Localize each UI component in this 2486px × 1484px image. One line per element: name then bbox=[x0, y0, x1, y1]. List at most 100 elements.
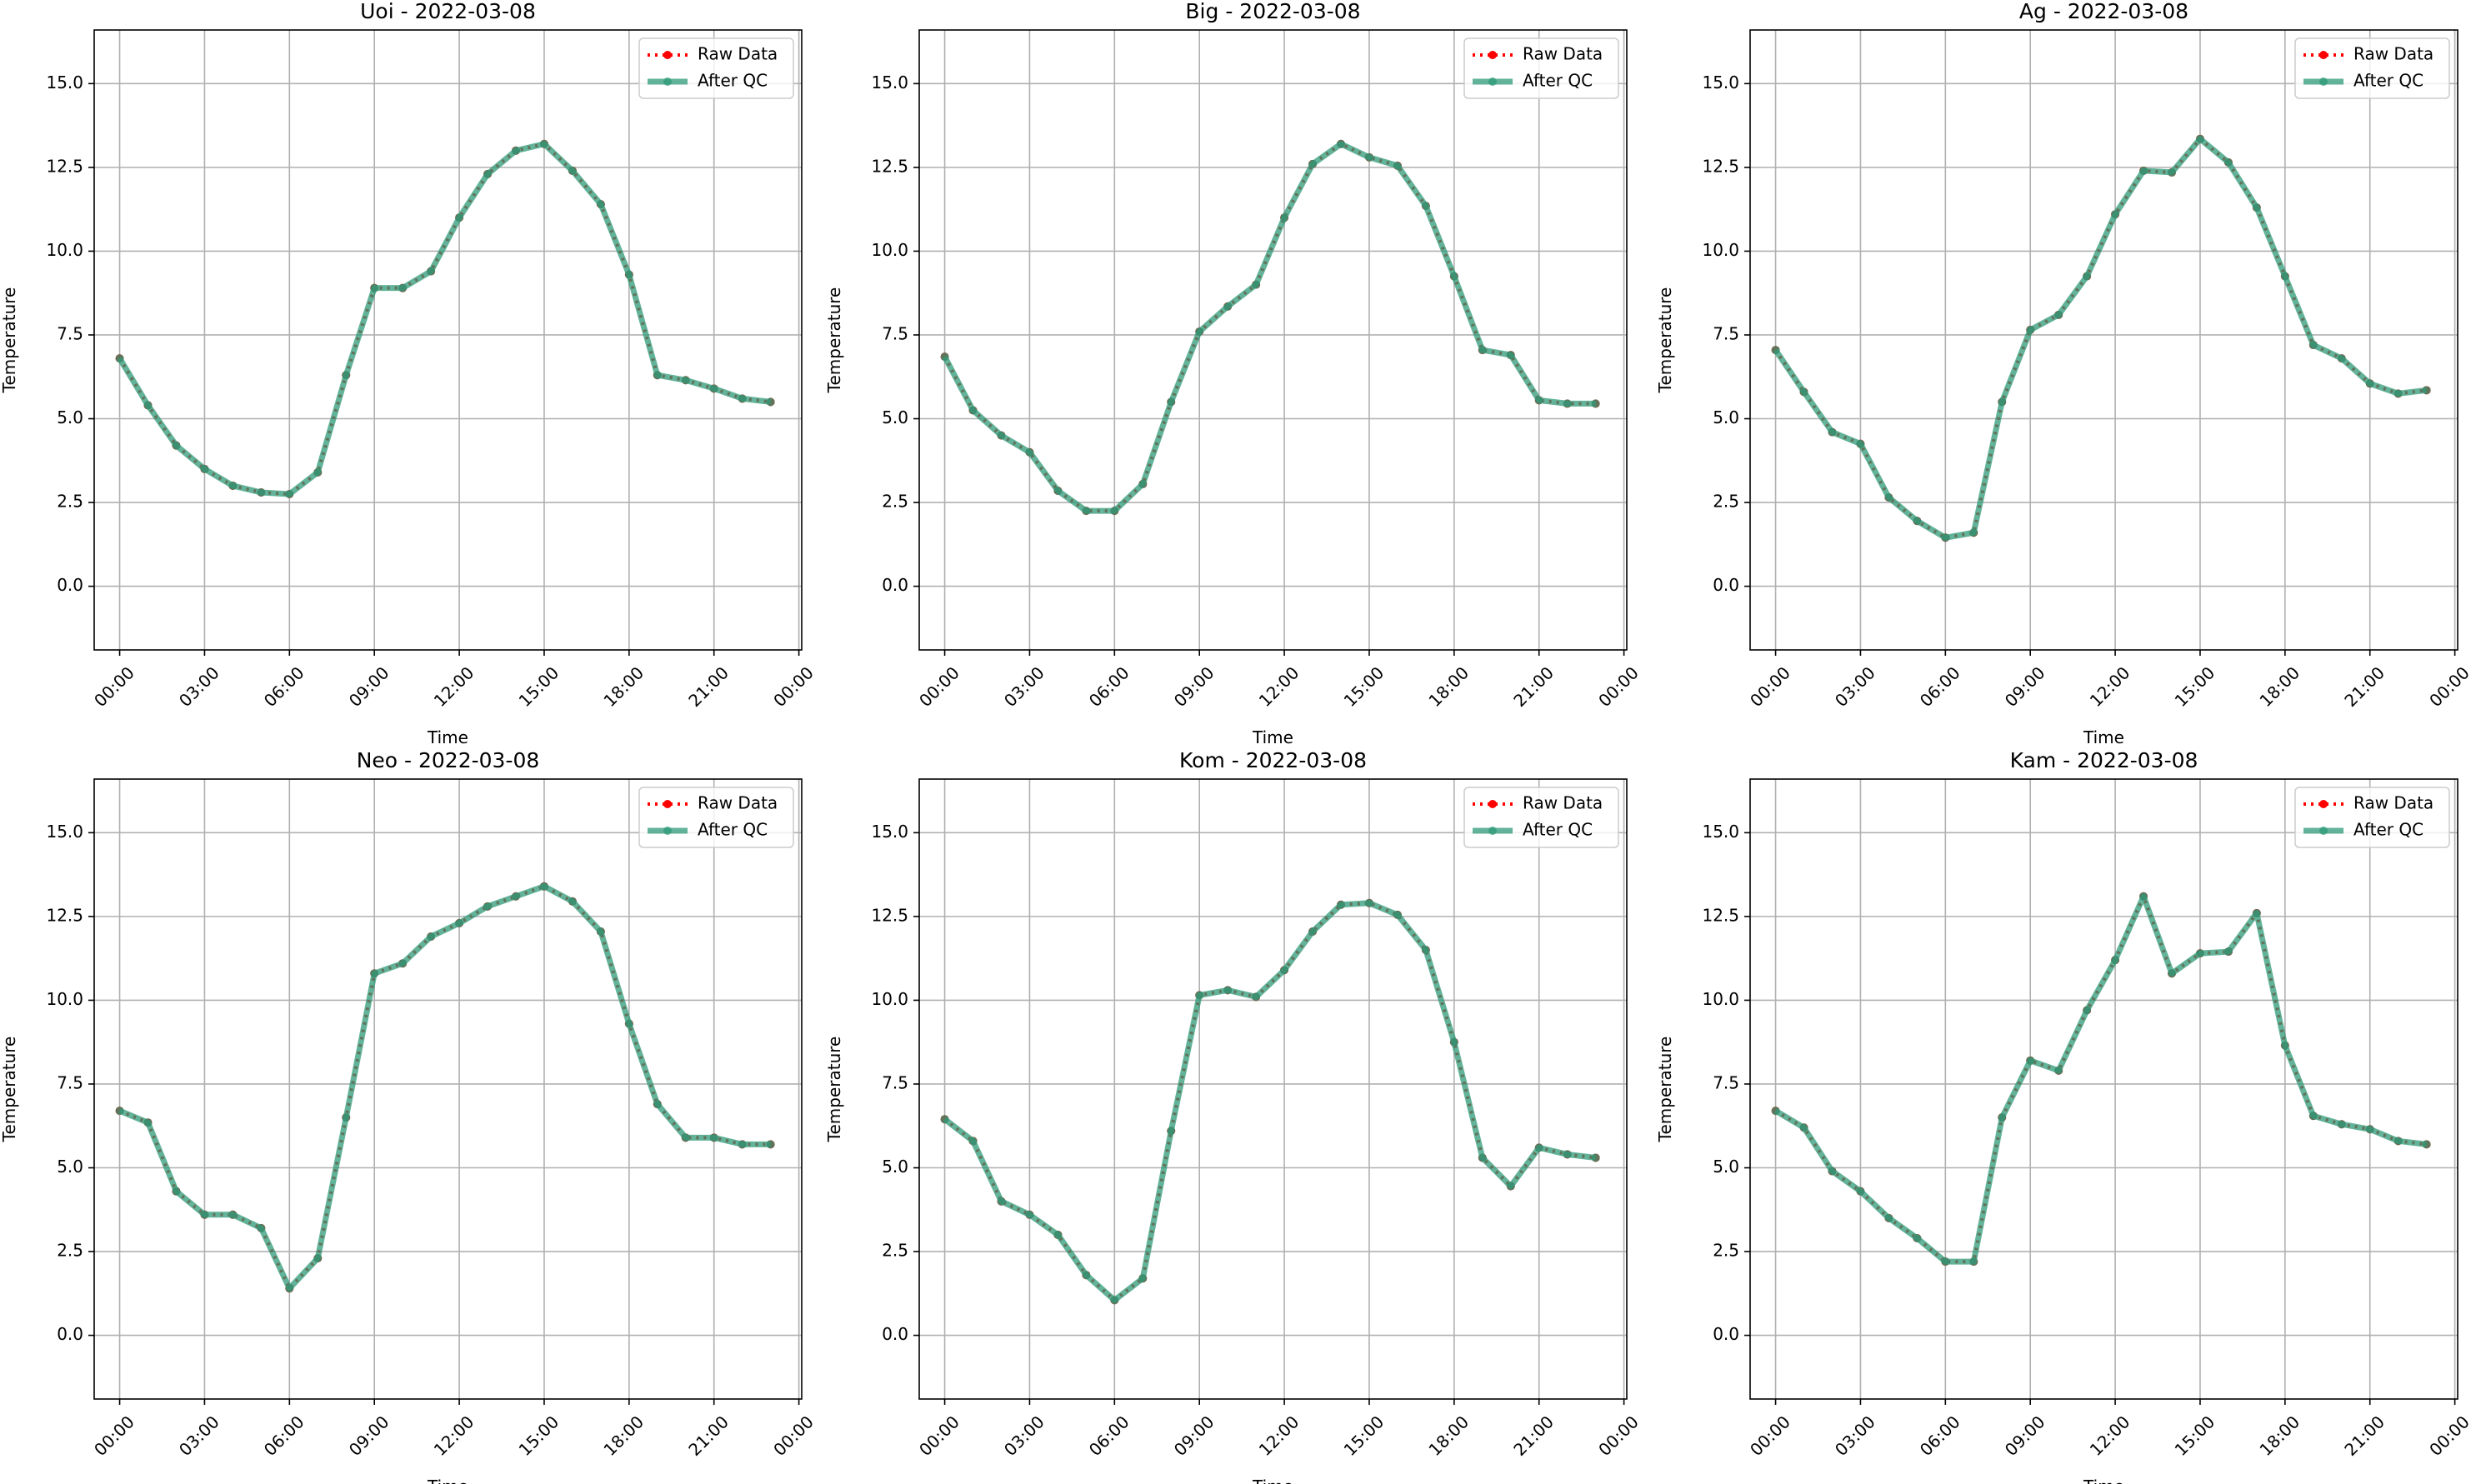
qc-line bbox=[1773, 893, 2428, 1265]
x-tick-label: 09:00 bbox=[2001, 1412, 2049, 1460]
legend-label: Raw Data bbox=[698, 44, 778, 64]
x-tick-label: 03:00 bbox=[1000, 1412, 1048, 1460]
qc-point bbox=[427, 932, 436, 942]
x-tick-label: 12:00 bbox=[430, 662, 478, 711]
y-tick-label: 12.5 bbox=[1702, 156, 1739, 176]
qc-point bbox=[257, 487, 266, 497]
x-tick-label: 09:00 bbox=[1170, 662, 1218, 711]
legend-marker bbox=[2319, 827, 2328, 835]
x-tick-label: 00:00 bbox=[1746, 1412, 1794, 1460]
y-tick-label: 10.0 bbox=[1702, 989, 1739, 1009]
qc-point bbox=[1534, 1143, 1543, 1152]
axes-frame bbox=[918, 778, 1628, 1400]
qc-point bbox=[1393, 161, 1402, 170]
y-tick-label: 5.0 bbox=[882, 407, 908, 427]
qc-point bbox=[1941, 1257, 1950, 1267]
qc-point bbox=[1252, 992, 1261, 1002]
y-tick-label: 0.0 bbox=[882, 575, 908, 595]
qc-point bbox=[398, 959, 408, 968]
qc-point bbox=[370, 283, 379, 292]
qc-point bbox=[1913, 517, 1922, 526]
qc-point bbox=[2054, 310, 2063, 319]
qc-line bbox=[943, 900, 1597, 1303]
x-tick-label: 00:00 bbox=[90, 1412, 138, 1460]
legend-label: After QC bbox=[1523, 71, 1593, 91]
qc-point bbox=[115, 1107, 124, 1116]
y-tick-label: 0.0 bbox=[57, 1324, 83, 1344]
qc-point bbox=[2280, 272, 2289, 281]
axes-frame bbox=[1749, 29, 2458, 651]
legend-label: Raw Data bbox=[2353, 793, 2433, 813]
qc-point bbox=[1998, 1113, 2007, 1122]
qc-point bbox=[2139, 892, 2148, 901]
x-tick-label: 03:00 bbox=[1000, 662, 1048, 711]
legend-label: After QC bbox=[1523, 820, 1593, 840]
qc-point bbox=[257, 1223, 266, 1232]
qc-point bbox=[2026, 325, 2035, 334]
y-tick-label: 2.5 bbox=[57, 1241, 83, 1261]
x-tick-label: 09:00 bbox=[345, 1412, 393, 1460]
qc-point bbox=[1025, 1210, 1034, 1219]
y-tick-label: 12.5 bbox=[871, 905, 908, 925]
qc-point bbox=[2422, 1140, 2431, 1149]
x-tick-label: 00:00 bbox=[2425, 1412, 2473, 1460]
y-tick-label: 2.5 bbox=[1713, 1241, 1739, 1261]
qc-point bbox=[1506, 351, 1515, 360]
y-axis-label: Temperature bbox=[0, 1037, 19, 1143]
qc-point bbox=[1828, 1167, 1837, 1176]
legend-label: Raw Data bbox=[1523, 793, 1603, 813]
legend-marker bbox=[1488, 800, 1497, 808]
qc-point bbox=[1591, 1153, 1600, 1162]
qc-point bbox=[1828, 427, 1837, 437]
x-axis-label: Time bbox=[427, 1477, 468, 1484]
x-tick-label: 00:00 bbox=[915, 662, 963, 711]
qc-point bbox=[2308, 1112, 2318, 1121]
qc-point bbox=[1053, 486, 1063, 495]
y-tick-label: 7.5 bbox=[57, 323, 83, 343]
y-tick-label: 5.0 bbox=[882, 1157, 908, 1177]
subplot: 0.0 2.5 5.0 7.5 10.0 12.5 15.0 00:00 03:00 06:00 0… bbox=[0, 0, 818, 747]
chart-title: Big - 2022-03-08 bbox=[1185, 0, 1360, 23]
qc-point bbox=[115, 354, 124, 363]
x-tick-label: 21:00 bbox=[2340, 1412, 2388, 1460]
qc-point bbox=[539, 882, 548, 891]
x-tick-label: 21:00 bbox=[684, 1412, 733, 1460]
x-tick-label: 06:00 bbox=[1916, 1412, 1964, 1460]
qc-point bbox=[2252, 203, 2261, 212]
qc-point bbox=[1195, 327, 1204, 336]
x-tick-label: 18:00 bbox=[599, 1412, 648, 1460]
x-tick-label: 15:00 bbox=[2171, 662, 2219, 711]
qc-point bbox=[1167, 397, 1176, 407]
x-tick-label: 18:00 bbox=[2255, 662, 2303, 711]
x-tick-label: 00:00 bbox=[769, 662, 818, 711]
x-tick-label: 15:00 bbox=[2171, 1412, 2219, 1460]
x-tick-label: 18:00 bbox=[2255, 1412, 2303, 1460]
qc-point bbox=[512, 892, 521, 901]
x-tick-label: 06:00 bbox=[1085, 662, 1133, 711]
qc-point bbox=[1591, 399, 1600, 408]
qc-point bbox=[1138, 479, 1148, 488]
legend-marker bbox=[2319, 51, 2328, 59]
qc-point bbox=[512, 146, 521, 155]
x-tick-label: 12:00 bbox=[1255, 1412, 1303, 1460]
y-axis-label: Temperature bbox=[1655, 287, 1675, 394]
y-tick-label: 7.5 bbox=[1713, 323, 1739, 343]
raw-line bbox=[118, 884, 771, 1291]
qc-point bbox=[2280, 1041, 2289, 1050]
y-tick-label: 15.0 bbox=[871, 822, 908, 842]
y-tick-label: 7.5 bbox=[57, 1072, 83, 1092]
qc-point bbox=[1308, 159, 1318, 168]
qc-point bbox=[483, 902, 493, 911]
qc-point bbox=[342, 1113, 351, 1122]
qc-point bbox=[1856, 1187, 1865, 1196]
x-tick-label: 06:00 bbox=[1916, 662, 1964, 711]
x-axis-label: Time bbox=[2083, 1477, 2124, 1484]
x-tick-label: 15:00 bbox=[1340, 662, 1388, 711]
y-tick-label: 15.0 bbox=[1702, 72, 1739, 92]
qc-point bbox=[1337, 900, 1346, 909]
x-tick-label: 15:00 bbox=[515, 1412, 563, 1460]
y-tick-label: 12.5 bbox=[871, 156, 908, 176]
qc-point bbox=[2365, 1125, 2374, 1134]
subplot: 0.0 2.5 5.0 7.5 10.0 12.5 15.0 00:00 03:00 06:00 0… bbox=[1655, 748, 2473, 1484]
